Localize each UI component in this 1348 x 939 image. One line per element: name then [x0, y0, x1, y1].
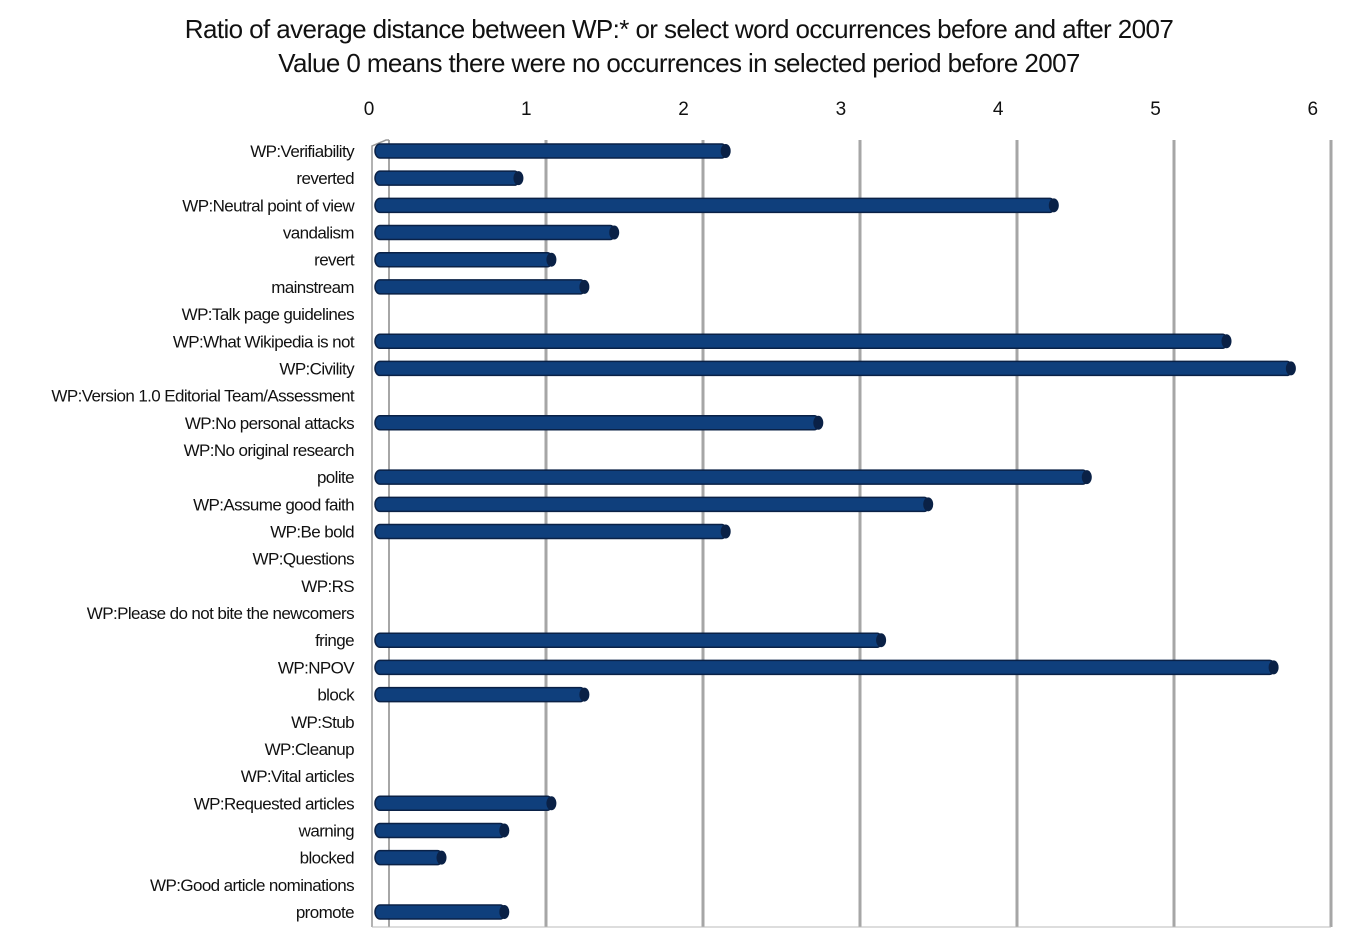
bar-end-cap	[1221, 334, 1232, 349]
y-category-label: warning	[298, 821, 354, 840]
y-category-label: vandalism	[283, 224, 355, 243]
bar-end-cap	[1048, 198, 1059, 213]
y-category-label: WP:Be bold	[270, 523, 354, 542]
bar	[374, 170, 521, 186]
bar	[374, 822, 507, 839]
y-category-label: block	[317, 686, 355, 705]
y-category-label: revert	[314, 251, 355, 270]
y-category-label: WP:No personal attacks	[185, 414, 354, 433]
bar-end-cap	[813, 415, 824, 430]
bar	[374, 795, 554, 812]
bar-end-cap	[579, 687, 590, 702]
y-category-label: WP:What Wikipedia is not	[173, 332, 355, 351]
bar-end-cap	[546, 796, 557, 811]
y-category-label: WP:Neutral point of view	[182, 196, 355, 215]
bar	[374, 360, 1293, 377]
bar-end-cap	[1268, 660, 1279, 675]
bar-end-cap	[579, 279, 590, 294]
y-category-label: fringe	[315, 631, 354, 650]
bar-end-cap	[436, 850, 447, 865]
y-category-label: WP:Version 1.0 Editorial Team/Assessment	[51, 387, 354, 406]
x-tick-label: 4	[993, 99, 1004, 120]
bar-end-cap	[499, 905, 510, 919]
chart-title: Ratio of average distance between WP:* o…	[0, 12, 1348, 80]
bar-end-cap	[876, 633, 887, 648]
y-category-label: polite	[317, 468, 354, 487]
bar-end-cap	[923, 497, 934, 512]
bar	[374, 849, 444, 866]
bar	[374, 333, 1229, 349]
x-tick-label: 5	[1150, 99, 1161, 120]
axis-wall	[371, 139, 389, 927]
bar	[374, 632, 883, 648]
bar-end-cap	[1285, 361, 1296, 376]
y-category-label: WP:Requested articles	[194, 794, 354, 813]
bar-end-cap	[609, 225, 620, 240]
bar	[374, 279, 587, 295]
x-tick-label: 2	[678, 99, 689, 120]
bar-end-cap	[546, 252, 557, 267]
y-category-label: WP:Civility	[279, 359, 355, 378]
y-category-label: WP:Cleanup	[265, 740, 355, 759]
x-tick-label: 6	[1308, 99, 1319, 120]
bar	[374, 143, 728, 159]
y-category-label: WP:Stub	[291, 713, 354, 732]
bar	[374, 251, 554, 268]
bar	[374, 659, 1276, 676]
bar	[374, 415, 821, 431]
y-category-label: mainstream	[271, 278, 354, 297]
y-category-label: WP:Please do not bite the newcomers	[87, 604, 354, 623]
y-category-label: WP:Verifiability	[250, 142, 355, 161]
chart-title-line-1: Ratio of average distance between WP:* o…	[184, 14, 1174, 44]
bar	[374, 224, 616, 241]
y-category-label: WP:Questions	[253, 550, 355, 569]
x-tick-label: 0	[364, 99, 375, 120]
bar	[374, 496, 930, 513]
bar-end-cap	[1081, 470, 1092, 485]
bar-end-cap	[720, 144, 731, 158]
y-category-label: promote	[296, 903, 354, 922]
bar	[374, 197, 1056, 214]
y-category-label: WP:NPOV	[278, 658, 355, 677]
y-category-label: reverted	[296, 169, 354, 188]
bar	[374, 469, 1089, 485]
x-tick-label: 1	[521, 99, 532, 120]
x-tick-label: 3	[836, 99, 847, 120]
bar-end-cap	[720, 524, 731, 539]
y-category-label: blocked	[300, 849, 355, 868]
bar-end-cap	[499, 823, 510, 838]
y-category-label: WP:Talk page guidelines	[182, 305, 354, 324]
chart-title-line-2: Value 0 means there were no occurrences …	[278, 48, 1080, 78]
y-category-label: WP:Vital articles	[241, 767, 354, 786]
bar-end-cap	[513, 171, 524, 186]
bar	[374, 523, 728, 540]
bar	[374, 904, 507, 920]
y-category-label: WP:Good article nominations	[150, 876, 354, 895]
y-category-label: WP:RS	[301, 577, 354, 596]
bar	[374, 686, 587, 703]
y-category-label: WP:No original research	[184, 441, 355, 460]
y-category-label: WP:Assume good faith	[193, 495, 354, 514]
